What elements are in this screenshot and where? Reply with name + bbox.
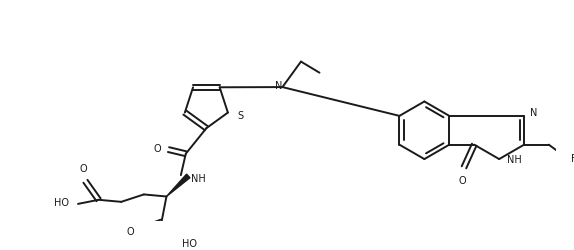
Text: F: F [571,154,574,164]
Text: NH: NH [507,154,521,164]
Text: HO: HO [182,238,197,248]
Text: O: O [458,175,466,185]
Text: O: O [127,226,134,236]
Text: S: S [237,110,243,120]
Text: O: O [153,143,161,153]
Polygon shape [166,174,190,197]
Text: O: O [80,164,87,173]
Text: N: N [530,107,538,117]
Text: HO: HO [54,197,69,207]
Text: NH: NH [191,174,206,184]
Text: N: N [276,81,283,91]
